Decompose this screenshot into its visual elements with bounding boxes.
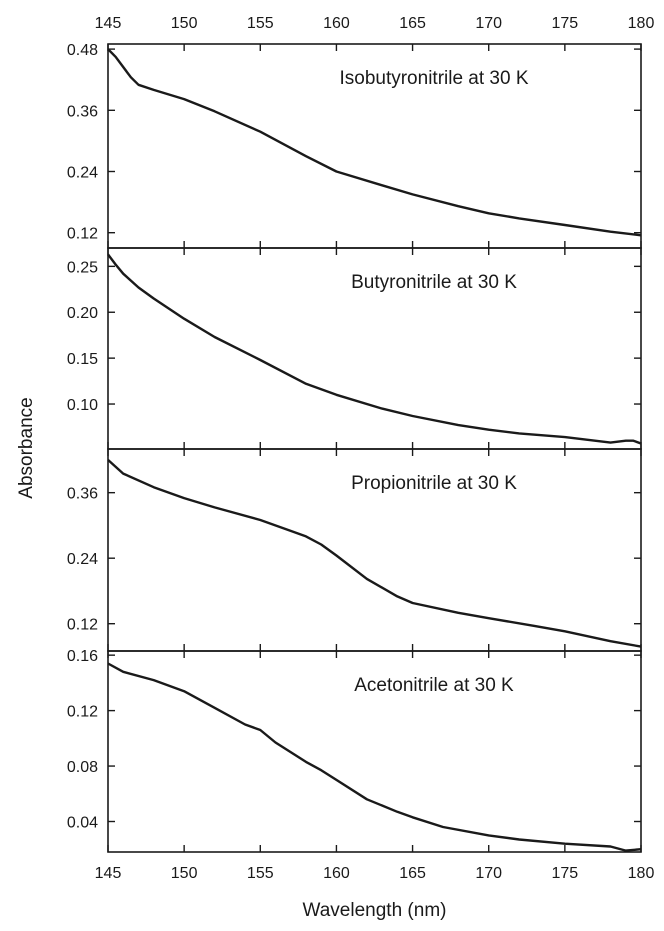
y-tick-label: 0.20 <box>67 305 98 322</box>
x-tick-label-bottom: 145 <box>95 865 122 882</box>
x-tick-label-bottom: 170 <box>475 865 502 882</box>
panel-label: Isobutyronitrile at 30 K <box>339 68 528 89</box>
x-tick-label-top: 155 <box>247 15 274 32</box>
x-tick-label-top: 145 <box>95 15 122 32</box>
series-line-3 <box>107 459 642 648</box>
y-axis-title: Absorbance <box>16 397 37 498</box>
y-tick-label: 0.36 <box>67 103 98 120</box>
x-tick-label-top: 175 <box>552 15 579 32</box>
x-tick-label-bottom: 165 <box>399 865 426 882</box>
x-tick-label-top: 150 <box>171 15 198 32</box>
y-tick-label: 0.25 <box>67 259 98 276</box>
y-tick-label: 0.16 <box>67 648 98 665</box>
series-line-1 <box>107 48 642 237</box>
series-line-4 <box>107 662 642 852</box>
x-tick-label-bottom: 175 <box>552 865 579 882</box>
x-tick-label-bottom: 150 <box>171 865 198 882</box>
panel-label: Acetonitrile at 30 K <box>354 675 514 696</box>
y-tick-label: 0.24 <box>67 165 98 182</box>
y-tick-label: 0.10 <box>67 397 98 414</box>
x-axis-title: Wavelength (nm) <box>303 900 447 921</box>
x-tick-label-bottom: 155 <box>247 865 274 882</box>
y-tick-label: 0.36 <box>67 486 98 503</box>
series-line-2 <box>107 253 642 445</box>
panel-frame-4 <box>107 650 642 853</box>
y-tick-label: 0.04 <box>67 815 98 832</box>
y-tick-label: 0.12 <box>67 617 98 634</box>
y-tick-label: 0.08 <box>67 759 98 776</box>
panel-label: Butyronitrile at 30 K <box>351 272 517 293</box>
panel-label: Propionitrile at 30 K <box>351 473 517 494</box>
x-tick-label-top: 170 <box>475 15 502 32</box>
y-tick-label: 0.12 <box>67 226 98 243</box>
y-tick-label: 0.24 <box>67 551 98 568</box>
y-tick-label: 0.48 <box>67 42 98 59</box>
x-tick-label-top: 180 <box>628 15 655 32</box>
x-tick-label-top: 160 <box>323 15 350 32</box>
x-tick-label-bottom: 180 <box>628 865 655 882</box>
x-tick-label-bottom: 160 <box>323 865 350 882</box>
y-tick-label: 0.12 <box>67 704 98 721</box>
x-tick-label-top: 165 <box>399 15 426 32</box>
y-tick-label: 0.15 <box>67 351 98 368</box>
